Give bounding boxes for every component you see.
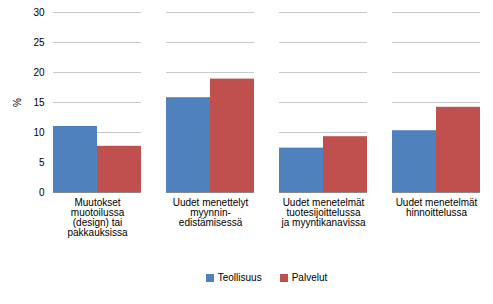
svg-text:%: %: [12, 98, 23, 107]
svg-text:10: 10: [33, 127, 45, 138]
html-text:Palvelut: Palvelut: [291, 272, 328, 283]
svg-text:5: 5: [39, 157, 45, 168]
svg-text:25: 25: [33, 37, 45, 48]
svg-text:30: 30: [33, 7, 45, 18]
html-text:Teollisuus: Teollisuus: [217, 272, 262, 283]
svg-text:Muutoksetmuotoilussa(design) t: Muutoksetmuotoilussa(design) taipakkauks…: [67, 197, 127, 238]
svg-text:0: 0: [39, 187, 45, 198]
svg-text:Uudet menetelmäthinnoittelussa: Uudet menetelmäthinnoittelussa: [396, 197, 478, 218]
svg-text:20: 20: [33, 67, 45, 78]
svg-text:15: 15: [33, 97, 45, 108]
svg-text:Uudet menettelytmyynnin-edistä: Uudet menettelytmyynnin-edistämisessä: [173, 197, 249, 228]
svg-text:Uudet menetelmättuotesijoittel: Uudet menetelmättuotesijoittelussaja myy…: [281, 197, 366, 228]
